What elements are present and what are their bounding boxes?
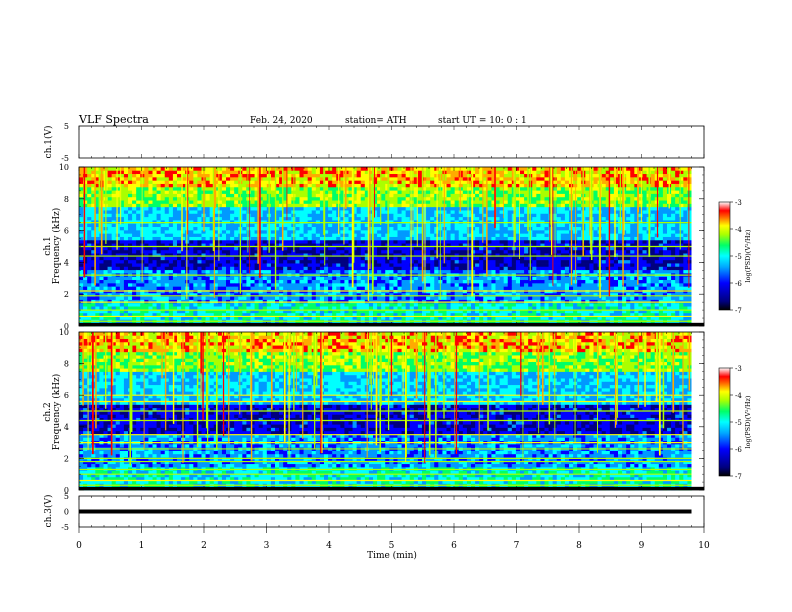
ch1-spectrogram-ytick-label: 6 [64,227,69,236]
ch3-waveform-ytick-label: 0 [64,508,69,517]
ch1-colorbar-label: log(PSD)(V²/Hz) [744,229,752,282]
ch2-colorbar-label: log(PSD)(V²/Hz) [744,395,752,448]
ch1-spectrogram-cells [79,167,692,327]
ch1-colorbar-tick-label: -7 [735,307,742,315]
ch1-spectrogram-ytick-label: 2 [64,290,69,299]
x-tick-label: 2 [201,541,207,551]
ch1-waveform-frame [78,125,705,159]
x-tick-label: 3 [264,541,270,551]
ch2-spectrogram-ytick-label: 10 [59,328,69,337]
time-axis: 0 1 2 3 4 5 6 7 8 9 10 [76,527,710,551]
x-tick-label: 9 [639,541,645,551]
ch2-colorbar: -3 -4 -5 -6 -7 log(PSD)(V²/Hz) [718,365,752,481]
x-tick-label: 7 [514,541,520,551]
ch1-colorbar-tick-label: -3 [735,199,742,207]
x-tick-label: 8 [576,541,582,551]
ch2-colorbar-tick-label: -6 [735,446,742,454]
ch1-colorbar-gradient [718,201,731,311]
ch2-colorbar-tick-label: -7 [735,473,742,481]
x-tick-label: 4 [326,541,332,551]
ch1-waveform-ytick-label: 5 [64,122,69,131]
ch1-waveform-ylabel: ch.1(V) [43,126,54,159]
ch1-spectrogram-ytick-label: 4 [64,258,69,267]
ch2-colorbar-tick-label: -4 [735,392,742,400]
ch1-colorbar-tick-label: -6 [735,280,742,288]
station-label: station= ATH [345,116,407,126]
start-time-label: start UT = 10: 0 : 1 [438,116,527,126]
ch2-colorbar-tick-label: -5 [735,419,742,427]
x-tick-label: 1 [139,541,145,551]
ch2-colorbar-tick-label: -3 [735,365,742,373]
ch1-colorbar-tick-label: -4 [735,226,742,234]
ch3-waveform-ylabel: ch.3(V) [43,495,54,528]
ch2-spectrogram-ytick-label: 6 [64,391,69,400]
ch2-spectrogram-ytick-label: 0 [64,486,69,495]
ch2-spectrogram-ylabel-frequency: Frequency (kHz) [51,374,62,451]
chart-title: VLF Spectra [78,113,149,126]
ch2-spectrogram-ylabel-channel: ch.2 [43,402,53,421]
ch2-spectrogram-ytick-label: 8 [64,360,69,369]
ch1-spectrogram-ylabel-channel: ch.1 [43,236,53,255]
ch2-spectrogram-ytick-label: 2 [64,454,69,463]
ch1-waveform-ytick-label: -5 [61,154,69,163]
x-tick-label: 0 [76,541,82,551]
x-axis-label: Time (min) [367,550,417,561]
ch1-colorbar: -3 -4 -5 -6 -7 log(PSD)(V²/Hz) [718,199,752,315]
ch1-spectrogram-ytick-label: 0 [64,322,69,331]
ch3-waveform-ytick-label: -5 [61,523,69,532]
ch1-spectrogram-panel: 0 2 4 6 8 10 [59,163,705,331]
ch2-spectrogram-panel: 0 2 4 6 8 10 [59,328,705,495]
x-tick-label: 6 [451,541,457,551]
ch2-spectrogram-ytick-label: 4 [64,423,69,432]
ch1-spectrogram-ytick-label: 10 [59,163,69,172]
ch1-spectrogram-ytick-label: 8 [64,195,69,204]
ch3-waveform-ytick-label: 5 [64,492,69,501]
ch2-colorbar-gradient [718,367,731,477]
x-tick-label: 5 [389,541,395,551]
ch3-waveform-panel: 5 0 -5 [61,492,705,532]
ch1-spectrogram-ylabel-frequency: Frequency (kHz) [51,208,62,285]
date-label: Feb. 24, 2020 [250,116,313,126]
x-tick-label: 10 [698,541,710,551]
ch1-waveform-panel: 5 -5 [61,122,705,163]
ch1-colorbar-tick-label: -5 [735,253,742,261]
